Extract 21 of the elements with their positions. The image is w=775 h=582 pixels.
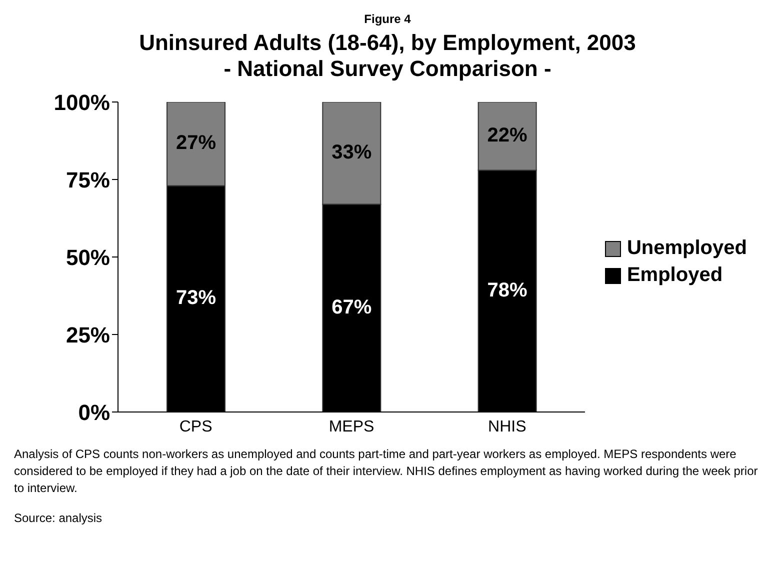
x-tick-label: MEPS [328, 418, 374, 436]
x-tick-label: NHIS [488, 418, 526, 436]
y-tick-label: 100% [54, 90, 110, 115]
data-label: 67% [332, 296, 372, 318]
legend-label: Unemployed [626, 237, 747, 260]
y-tick-label: 50% [66, 244, 110, 270]
y-tick-label: 25% [66, 322, 110, 348]
caption: Figure 4 [363, 11, 412, 26]
legend-label: Employed [626, 264, 724, 287]
data-label: 22% [487, 124, 528, 146]
chart-title: Uninsured Adults (18-64), by Employment, 2003 [138, 30, 637, 56]
data-label: 27% [176, 132, 216, 154]
chart-subtitle: - National Survey Comparison - [222, 56, 552, 82]
data-label: 73% [176, 287, 216, 310]
data-label: 78% [487, 279, 528, 302]
data-label: 33% [332, 141, 372, 164]
y-tick-label: 75% [66, 167, 110, 192]
source-note: Source: analysis [13, 510, 104, 525]
x-tick-label: CPS [179, 418, 212, 436]
text: Analysis of CPS counts non-workers as unemployed and counts part-time and part-year workers as employed. MEPS respondents were considered to be employed if they had a job on the date of their interview. NHIS defines employment as having worked during the week prior to interview. [13, 446, 759, 497]
y-tick-label: 0% [78, 400, 110, 425]
